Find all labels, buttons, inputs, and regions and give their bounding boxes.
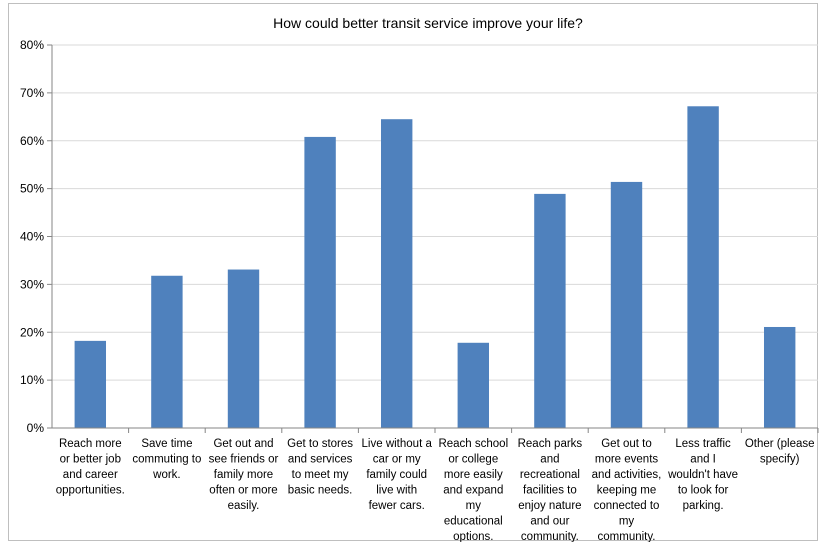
bars [74, 106, 796, 429]
bar [227, 269, 260, 428]
x-tick-label: Get to stores and services to meet my basic… [287, 438, 353, 497]
y-tick-label: 30% [20, 277, 44, 291]
bar [534, 193, 566, 428]
y-axis-ticks: 0% 10% 20% 30% 40% 50% 60% 70% 80% [20, 38, 52, 435]
x-tick-label: Reach school or college more easily and exp… [438, 438, 508, 542]
bar [74, 340, 107, 428]
x-tick-label: Live without a car or my family could live … [362, 438, 433, 512]
y-tick-label: 20% [20, 325, 44, 339]
chart-title: How could better transit service improve… [273, 15, 583, 31]
x-tick-label: Other (please specify) [745, 438, 815, 466]
x-tick-label: Reach more or better job and career opportu… [56, 438, 125, 497]
bar [457, 342, 490, 428]
x-tick-label: Get out to more events and activities, keep… [592, 438, 662, 542]
bar [304, 136, 336, 429]
bar [151, 275, 183, 428]
x-tick-label: Save time commuting to work. [132, 438, 201, 481]
x-axis-labels: Reach more or better job and career opportu… [56, 428, 819, 542]
x-tick-label: Reach parks and recreational facilities to e… [518, 438, 583, 542]
y-tick-label: 0% [27, 421, 45, 435]
bar [763, 326, 796, 428]
x-tick-label: Get out and see friends or family more ofte… [209, 438, 279, 512]
y-tick-label: 40% [20, 230, 44, 244]
bar [380, 119, 413, 429]
y-tick-label: 50% [20, 182, 44, 196]
y-tick-label: 60% [20, 134, 44, 148]
y-tick-label: 70% [20, 86, 44, 100]
bar [687, 106, 719, 428]
y-tick-label: 80% [20, 38, 44, 52]
bar [610, 181, 643, 428]
y-tick-label: 10% [20, 373, 44, 387]
